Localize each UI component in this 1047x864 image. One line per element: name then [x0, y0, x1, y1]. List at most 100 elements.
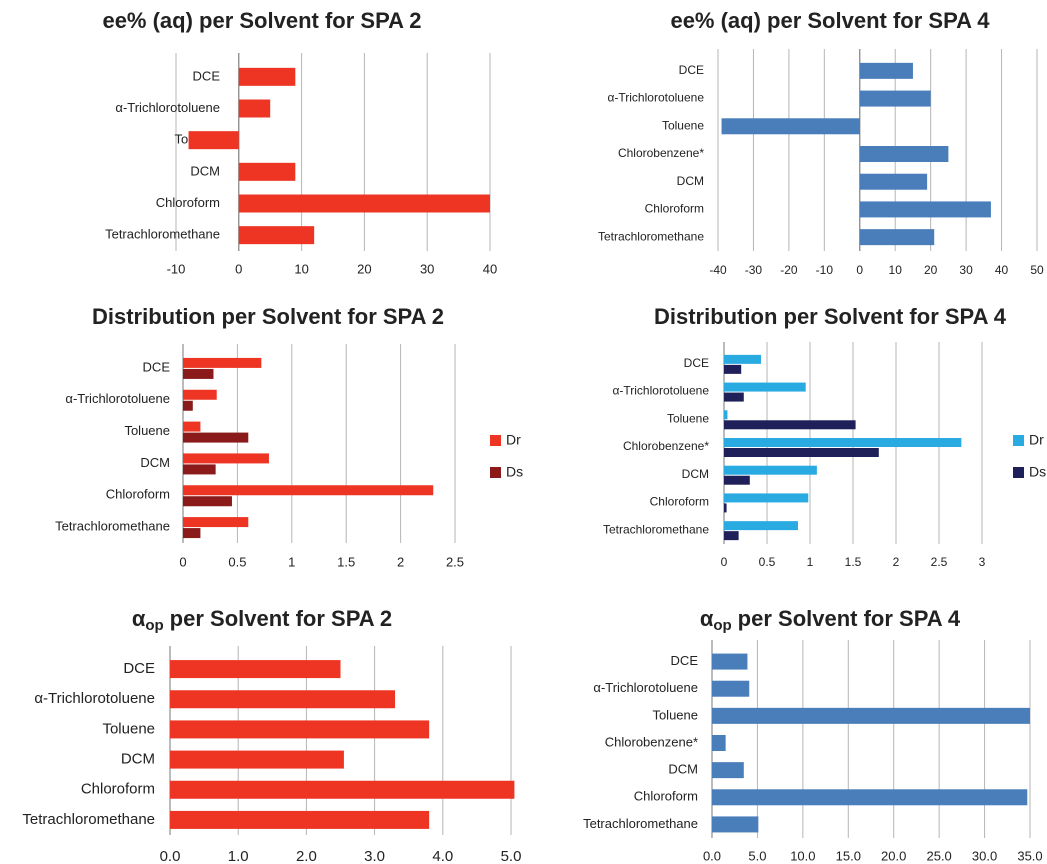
chart-title: αop per Solvent for SPA 2 [132, 606, 392, 634]
category-label: DCM [682, 467, 709, 481]
title-text: per Solvent for SPA 4 [738, 606, 961, 631]
category-label: DCE [684, 356, 709, 370]
category-label: DCM [668, 762, 698, 777]
category-label: Tetrachloromethane [598, 229, 704, 243]
bar [859, 146, 949, 162]
x-tick-label: 3.0 [364, 848, 385, 864]
x-tick-label: -20 [780, 263, 798, 277]
bar [859, 62, 913, 79]
bar [238, 226, 315, 245]
x-tick-label: 20 [924, 263, 938, 277]
bar [712, 816, 759, 833]
bar [724, 465, 817, 475]
x-tick-label: 5.0 [748, 848, 766, 863]
x-tick-label: 5.0 [501, 848, 522, 864]
bar [712, 789, 1028, 806]
bar [724, 475, 750, 485]
category-label: Chlorobenzene* [605, 734, 698, 749]
bar [724, 410, 728, 420]
legend-label: Ds [1029, 464, 1046, 480]
x-tick-label: 2 [893, 555, 900, 569]
bar [724, 420, 856, 430]
x-tick-label: 0.5 [759, 555, 776, 569]
chart-title: ee% (aq) per Solvent for SPA 4 [670, 8, 990, 33]
bar [183, 464, 216, 475]
x-tick-label: 10 [294, 261, 308, 276]
x-tick-label: 10 [889, 263, 903, 277]
bar [170, 780, 515, 799]
category-label: DCM [677, 174, 704, 188]
bar [170, 660, 341, 679]
bar [712, 707, 1030, 724]
chart-title: Distribution per Solvent for SPA 2 [92, 304, 444, 329]
x-tick-label: 0 [235, 261, 242, 276]
bar [712, 762, 744, 779]
category-label: Tetrachloromethane [603, 522, 709, 536]
legend-label: Ds [506, 464, 523, 480]
x-tick-label: 20 [357, 261, 371, 276]
bar [724, 354, 761, 364]
bar [238, 99, 271, 118]
legend-label: Dr [1029, 432, 1044, 448]
category-label: Chloroform [156, 195, 220, 210]
bar [859, 229, 935, 246]
category-label: Tetrachloromethane [583, 816, 698, 831]
title-symbol: α [700, 606, 714, 631]
bar [183, 453, 269, 464]
bar [183, 485, 434, 496]
bar [724, 531, 739, 541]
title-subscript: op [145, 617, 163, 634]
legend-swatch [1013, 435, 1024, 446]
category-label: Chlorobenzene* [623, 439, 709, 453]
bar [183, 517, 249, 528]
bar [724, 521, 798, 531]
x-tick-label: 1.5 [845, 555, 862, 569]
category-label: Tetrachloromethane [105, 227, 220, 242]
category-label: α-Trichlorotoluene [65, 391, 170, 406]
category-label: Chloroform [81, 781, 155, 798]
category-label: Chloroform [650, 495, 709, 509]
category-label: α-Trichlorotoluene [612, 384, 709, 398]
bar [183, 432, 249, 443]
bar [183, 528, 201, 539]
category-label: DCE [193, 68, 221, 83]
legend-swatch [1013, 467, 1024, 478]
category-label: DCE [671, 653, 699, 668]
category-label: DCE [679, 63, 704, 77]
bar [859, 201, 991, 218]
bar [712, 735, 726, 751]
legend-swatch [490, 435, 501, 446]
category-label: Chlorobenzene* [618, 146, 704, 160]
x-tick-label: 15.0 [836, 848, 861, 863]
category-label: DCE [123, 660, 155, 677]
legend-label: Dr [506, 432, 521, 448]
bar [712, 653, 748, 670]
x-tick-label: -10 [816, 263, 834, 277]
bar [170, 810, 430, 829]
x-tick-label: 50 [1030, 263, 1044, 277]
x-tick-label: 1.5 [337, 554, 355, 569]
bar [724, 438, 962, 447]
x-tick-label: 40 [995, 263, 1009, 277]
x-tick-label: 30 [420, 261, 434, 276]
x-tick-label: 2.0 [296, 848, 317, 864]
bar [183, 368, 214, 379]
bar [724, 382, 806, 392]
x-tick-label: 3 [979, 555, 986, 569]
x-tick-label: 1.0 [228, 848, 249, 864]
x-tick-label: -30 [745, 263, 763, 277]
title-symbol: α [132, 606, 146, 631]
x-tick-label: 2 [397, 554, 404, 569]
bar [183, 496, 232, 507]
chart-title: ee% (aq) per Solvent for SPA 2 [102, 8, 421, 33]
bar [721, 118, 860, 135]
category-label: Toluene [102, 720, 155, 737]
x-tick-label: 10.0 [790, 848, 815, 863]
category-label: Toluene [124, 423, 170, 438]
bar [183, 389, 217, 400]
bar [859, 90, 931, 107]
x-tick-label: 2.5 [446, 554, 464, 569]
category-label: Chloroform [634, 789, 698, 804]
x-tick-label: 1 [807, 555, 814, 569]
